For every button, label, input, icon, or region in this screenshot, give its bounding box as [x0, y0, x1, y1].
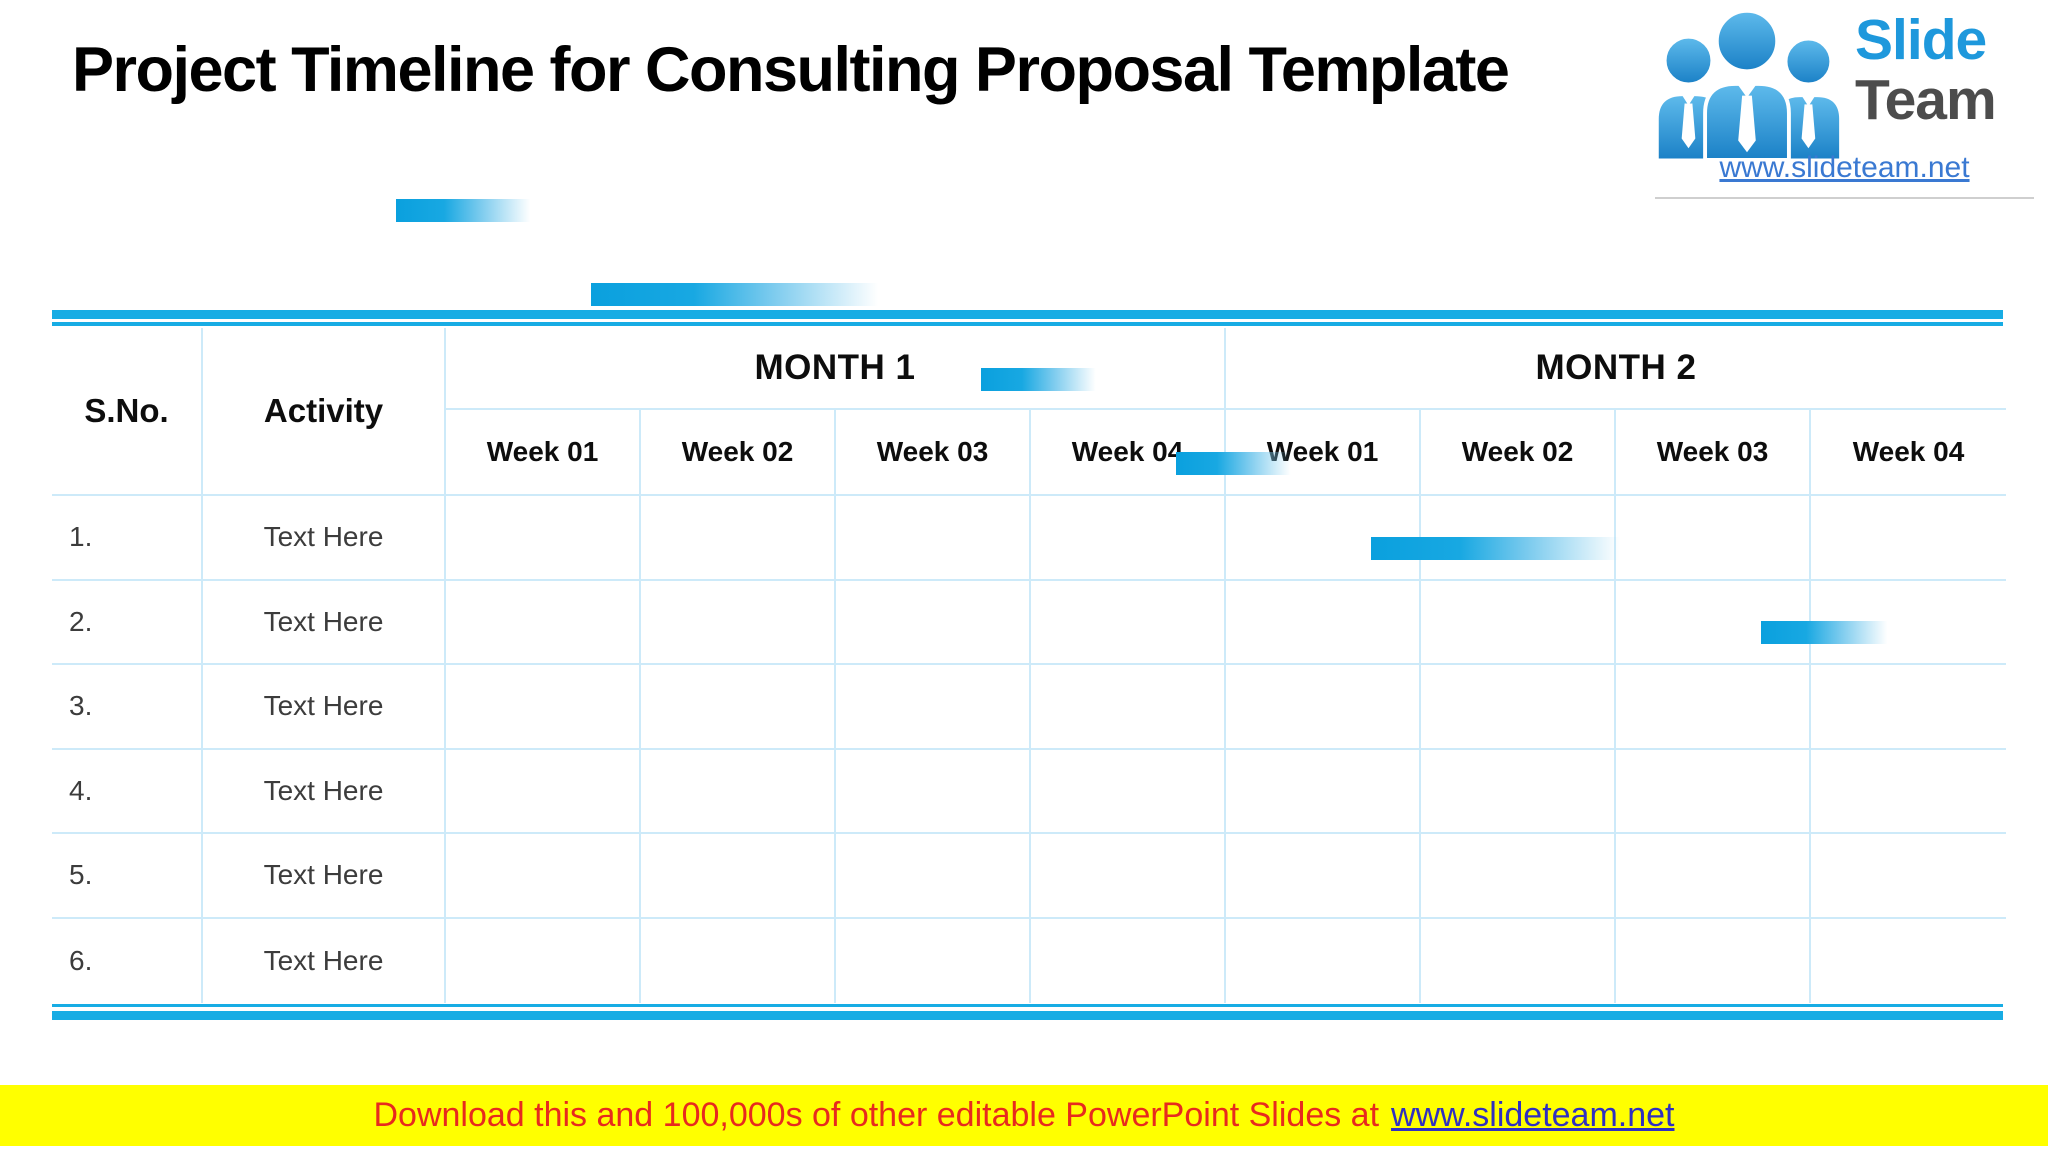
week-header-cell: Week 01 — [446, 410, 641, 496]
week-cell — [641, 918, 836, 1003]
activity-cell: Text Here — [203, 580, 446, 665]
week-cell — [1616, 749, 1811, 834]
week-header-cell: Week 03 — [1616, 410, 1811, 496]
week-cell — [1811, 665, 2006, 750]
week-cell — [1031, 834, 1226, 919]
week-cell — [836, 918, 1031, 1003]
week-cell — [1421, 580, 1616, 665]
week-cell — [1031, 749, 1226, 834]
week-cell — [1616, 918, 1811, 1003]
week-cell — [836, 665, 1031, 750]
month2-header-cell: MONTH 2 — [1226, 328, 2006, 410]
row-number-cell: 3. — [52, 665, 203, 750]
week-header-cell: Week 04 — [1811, 410, 2006, 496]
week-cell — [641, 749, 836, 834]
people-icon — [1655, 8, 1843, 160]
row-number-cell: 4. — [52, 749, 203, 834]
week-cell — [1421, 749, 1616, 834]
week-cell — [836, 749, 1031, 834]
week-cell — [1031, 665, 1226, 750]
week-cell — [1616, 834, 1811, 919]
week-cell — [1421, 834, 1616, 919]
week-cell — [836, 580, 1031, 665]
bottom-accent-bar-thick — [52, 1011, 2003, 1020]
download-banner: Download this and 100,000s of other edit… — [0, 1085, 2048, 1146]
banner-link[interactable]: www.slideteam.net — [1391, 1096, 1675, 1134]
week-cell — [1616, 496, 1811, 581]
week-cell — [1811, 834, 2006, 919]
week-cell — [1811, 750, 2006, 834]
activity-cell: Text Here — [203, 665, 446, 750]
week-cell — [641, 834, 836, 919]
week-cell — [1421, 665, 1616, 750]
gantt-bar — [591, 283, 884, 307]
week-header-cell: Week 02 — [1421, 410, 1616, 496]
gantt-bar — [396, 198, 533, 222]
week-cell — [641, 496, 836, 581]
row-number-cell: 5. — [52, 834, 203, 919]
week-cell — [1421, 918, 1616, 1003]
week-cell — [446, 580, 641, 665]
week-cell — [1811, 496, 2006, 581]
week-cell — [1031, 918, 1226, 1003]
week-cell — [641, 580, 836, 665]
week-cell — [446, 918, 641, 1003]
week-cell — [641, 665, 836, 750]
week-cell — [446, 496, 641, 581]
week-header-cell: Week 02 — [641, 410, 836, 496]
logo-divider — [1655, 197, 2034, 199]
row-number-cell: 1. — [52, 496, 203, 581]
page-title: Project Timeline for Consulting Proposal… — [72, 35, 1510, 105]
banner-text: Download this and 100,000s of other edit… — [373, 1096, 1380, 1134]
week-cell — [1226, 918, 1421, 1003]
logo-link[interactable]: www.slideteam.net — [1719, 151, 1970, 184]
activity-cell: Text Here — [203, 834, 446, 919]
week-cell — [1421, 496, 1616, 581]
activity-cell: Text Here — [203, 496, 446, 581]
top-accent-bar-thick — [52, 310, 2003, 319]
week-cell — [1811, 581, 2006, 665]
week-cell — [446, 749, 641, 834]
week-cell — [1616, 665, 1811, 750]
week-cell — [1226, 749, 1421, 834]
logo-row: Slide Team — [1641, 0, 2048, 160]
bottom-accent-bar-thin — [52, 1004, 2003, 1007]
week-cell — [1031, 496, 1226, 581]
week-cell — [836, 496, 1031, 581]
activity-header-cell: Activity — [203, 328, 446, 496]
logo-wordmark: Slide Team — [1855, 8, 1997, 132]
logo-brand-slide: Slide — [1855, 8, 1987, 72]
week-cell — [1031, 580, 1226, 665]
week-cell — [1811, 919, 2006, 1004]
sno-header-cell: S.No. — [52, 328, 203, 496]
logo-brand-team: Team — [1855, 68, 1997, 132]
top-accent-bar-thin — [52, 322, 2003, 326]
week-cell — [446, 834, 641, 919]
week-cell — [1226, 496, 1421, 581]
week-cell — [1616, 580, 1811, 665]
row-number-cell: 6. — [52, 918, 203, 1003]
activity-cell: Text Here — [203, 918, 446, 1003]
week-header-cell: Week 01 — [1226, 410, 1421, 496]
week-header-cell: Week 03 — [836, 410, 1031, 496]
week-cell — [1226, 665, 1421, 750]
week-header-cell: Week 04 — [1031, 410, 1226, 496]
week-cell — [446, 665, 641, 750]
gantt-table: S.No. Activity MONTH 1 MONTH 2 Week 01 W… — [52, 328, 2006, 1003]
week-cell — [1226, 580, 1421, 665]
slideteam-logo: Slide Team www.slideteam.net — [1641, 0, 2048, 199]
month1-header-cell: MONTH 1 — [446, 328, 1226, 410]
week-cell — [836, 834, 1031, 919]
week-cell — [1226, 834, 1421, 919]
activity-cell: Text Here — [203, 749, 446, 834]
row-number-cell: 2. — [52, 580, 203, 665]
